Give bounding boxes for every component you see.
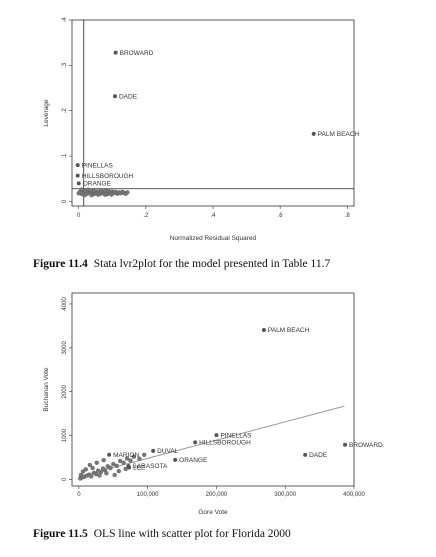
labeled-point xyxy=(311,131,316,136)
y-tick-label: .4 xyxy=(62,17,68,23)
data-point xyxy=(90,465,95,471)
figure-11-4-text: Stata lvr2plot for the model presented i… xyxy=(93,258,331,270)
y-tick-label: 0 xyxy=(62,199,68,203)
labeled-point xyxy=(214,433,219,438)
y-tick-label: 3000 xyxy=(62,340,68,354)
labeled-point xyxy=(107,452,112,457)
data-point xyxy=(117,458,123,464)
data-point xyxy=(79,187,84,192)
data-point xyxy=(111,461,116,467)
data-point xyxy=(89,474,94,479)
data-point xyxy=(116,468,121,474)
point-label: PALM BEACH xyxy=(318,131,360,138)
data-point xyxy=(82,192,87,198)
point-label: PINELLAS xyxy=(82,162,114,169)
labeled-point xyxy=(75,163,80,168)
x-tick-label: 400,000 xyxy=(343,492,365,498)
data-point xyxy=(121,460,126,465)
x-tick-label: .8 xyxy=(345,213,351,219)
data-point xyxy=(109,192,114,197)
point-label: ORANGE xyxy=(179,457,208,464)
data-point xyxy=(92,187,97,193)
y-tick-label: 4000 xyxy=(62,297,68,311)
chart-lvr2plot: 0 .1 .2 .3 .4 0 .2 .4 .6 .8 Normalized Residual Sq… xyxy=(43,17,359,242)
labeled-point xyxy=(127,465,132,470)
labeled-point xyxy=(113,50,118,55)
x-axis-title: Gore Vote xyxy=(198,509,228,516)
point-label: PINELLAS xyxy=(220,432,252,439)
data-point xyxy=(87,462,93,468)
point-label: PALM BEACH xyxy=(268,327,310,334)
figure-11-5-text: OLS line with scatter plot for Florida 2… xyxy=(93,528,291,540)
data-point xyxy=(94,460,99,465)
point-label: ORANGE xyxy=(83,181,112,188)
figure-11-4-number: Figure 11.4 xyxy=(33,258,88,270)
labeled-point xyxy=(193,440,198,445)
data-point xyxy=(106,188,111,193)
data-point xyxy=(128,458,133,463)
x-tick-label: 0 xyxy=(77,213,81,219)
y-axis-title: Buchanan Vote xyxy=(43,367,50,411)
y-tick-label: .3 xyxy=(62,62,68,68)
data-point xyxy=(97,473,102,478)
data-point xyxy=(101,457,106,463)
x-tick-label: 300,000 xyxy=(274,492,296,498)
labeled-point xyxy=(261,327,266,332)
x-tick-label: 200,000 xyxy=(206,492,228,498)
data-point xyxy=(108,465,113,471)
plot-frame xyxy=(71,292,355,487)
chart-ols-scatter: 0 1000 2000 3000 4000 0 100,000 200,000 300,000 4… xyxy=(43,292,383,516)
data-point xyxy=(85,187,91,192)
point-label: BROWARD xyxy=(120,50,154,57)
y-axis-title: Leverage xyxy=(43,99,50,126)
data-point xyxy=(99,187,104,193)
labeled-point xyxy=(151,448,156,453)
point-label: LEE xyxy=(133,465,146,472)
data-point xyxy=(96,192,101,197)
figure-11-5-caption: Figure 11.5 OLS line with scatter plot fo… xyxy=(33,528,291,540)
data-point xyxy=(78,472,84,478)
data-point xyxy=(114,463,119,468)
point-label: HILLSBOROUGH xyxy=(199,440,251,447)
x-tick-label: .4 xyxy=(210,213,216,219)
x-tick-label: .6 xyxy=(278,213,284,219)
labeled-point xyxy=(76,181,81,186)
x-tick-label: 0 xyxy=(77,492,81,498)
data-point xyxy=(112,472,117,478)
data-point xyxy=(142,452,147,458)
point-label: DUVAL xyxy=(157,448,179,455)
data-point xyxy=(131,454,137,459)
labeled-point xyxy=(112,94,117,99)
data-point xyxy=(83,467,88,472)
y-tick-label: .1 xyxy=(62,153,68,159)
labeled-point xyxy=(303,452,308,457)
labeled-point xyxy=(75,173,80,178)
labeled-point xyxy=(343,442,348,447)
labeled-point xyxy=(173,457,178,462)
figure-11-5-number: Figure 11.5 xyxy=(33,528,88,540)
x-tick-label: 100,000 xyxy=(137,492,159,498)
data-point xyxy=(137,456,142,461)
y-tick-label: 1000 xyxy=(62,428,68,442)
y-tick-label: 0 xyxy=(62,477,68,481)
y-tick-label: .2 xyxy=(62,108,68,114)
data-point xyxy=(89,192,94,198)
point-label: SARASOTA xyxy=(132,463,168,470)
data-point xyxy=(125,190,130,195)
point-label: BROWARD xyxy=(349,442,383,449)
point-label: DADE xyxy=(119,93,138,100)
data-point xyxy=(104,471,109,476)
data-point xyxy=(102,192,108,197)
x-tick-label: .2 xyxy=(143,213,149,219)
point-label: MARION xyxy=(113,452,139,459)
figure-11-4-caption: Figure 11.4 Stata lvr2plot for the model … xyxy=(33,258,330,270)
data-point xyxy=(124,456,130,461)
point-label: DADE xyxy=(309,452,328,459)
y-tick-label: 2000 xyxy=(62,384,68,398)
point-label: HILLSBOROUGH xyxy=(82,173,134,180)
x-axis-title: Normalized Residual Squared xyxy=(170,235,257,242)
